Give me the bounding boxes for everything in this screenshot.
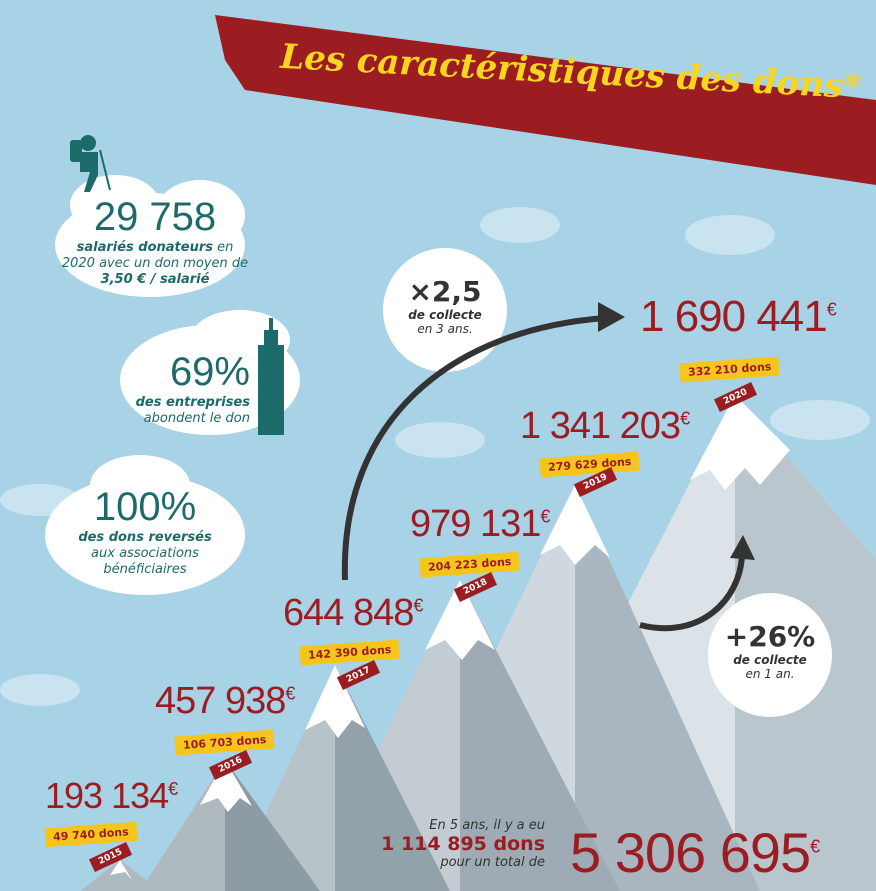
growth1-circle (708, 593, 832, 717)
stat-redistributed: 100% des dons reversés aux associations b… (70, 485, 220, 578)
mountains (80, 395, 876, 891)
growth-value: +26% (724, 620, 816, 653)
year-amount: 979 131€ (410, 503, 550, 545)
stat-value: 69% (169, 350, 250, 394)
stat-amount: 3,50 € / salarié (100, 272, 210, 287)
title-banner (215, 15, 876, 185)
background-clouds (0, 207, 870, 706)
stat-companies: 69% des entreprises abondent le don (110, 350, 250, 427)
year-amount: 1 690 441€ (640, 292, 837, 341)
year-amount: 1 341 203€ (520, 405, 690, 447)
stat-label: des entreprises (135, 395, 250, 410)
growth-label: de collecte (733, 653, 807, 667)
growth-period: en 1 an. (745, 667, 795, 681)
stat-label: salariés donateurs (76, 240, 213, 255)
stat-text: en 2020 avec un don moyen de (61, 240, 249, 271)
total-dons: 1 114 895 dons (381, 833, 545, 855)
stat-employees: 29 758 salariés donateurs en 2020 avec u… (60, 195, 250, 288)
total-amount: 5 306 695€ (570, 821, 820, 884)
growth3-info: ×2,5 de collecte en 3 ans. (395, 275, 495, 336)
year-amount: 193 134€ (45, 775, 178, 816)
stat-value: 100% (93, 485, 197, 529)
total-line3: pour un total de (440, 855, 545, 870)
hiker-icon (70, 135, 111, 192)
growth-arrow (341, 315, 606, 581)
year-amount: 457 938€ (155, 680, 295, 722)
stat-text: aux associations bénéficiaires (91, 546, 199, 577)
arrowhead-icon (598, 302, 625, 332)
growth3-circle (383, 248, 507, 372)
growth1-info: +26% de collecte en 1 an. (715, 620, 825, 681)
building-icon (258, 318, 284, 435)
growth-period: en 3 ans. (417, 322, 473, 336)
total-line1: En 5 ans, il y a eu (429, 818, 545, 833)
arrowhead-icon (730, 535, 755, 560)
year-amount: 644 848€ (283, 592, 423, 634)
stat-label: des dons reversés (78, 530, 212, 545)
growth-arrow-small (639, 554, 745, 632)
stat-value: 29 758 (93, 195, 217, 239)
stat-text: abondent le don (143, 411, 250, 426)
growth-value: ×2,5 (408, 275, 482, 308)
growth-label: de collecte (408, 308, 482, 322)
total-summary: En 5 ans, il y a eu 1 114 895 dons pour … (370, 818, 545, 870)
